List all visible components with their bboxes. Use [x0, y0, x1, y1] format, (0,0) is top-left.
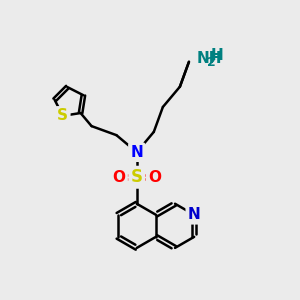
Text: NH: NH [196, 51, 222, 66]
Text: S: S [131, 168, 143, 186]
Text: S: S [57, 108, 68, 123]
Text: N: N [130, 145, 143, 160]
Text: O: O [148, 170, 161, 185]
Text: N: N [188, 207, 200, 222]
Text: 2: 2 [207, 56, 215, 69]
Text: H: H [210, 48, 223, 63]
Text: O: O [112, 170, 126, 185]
